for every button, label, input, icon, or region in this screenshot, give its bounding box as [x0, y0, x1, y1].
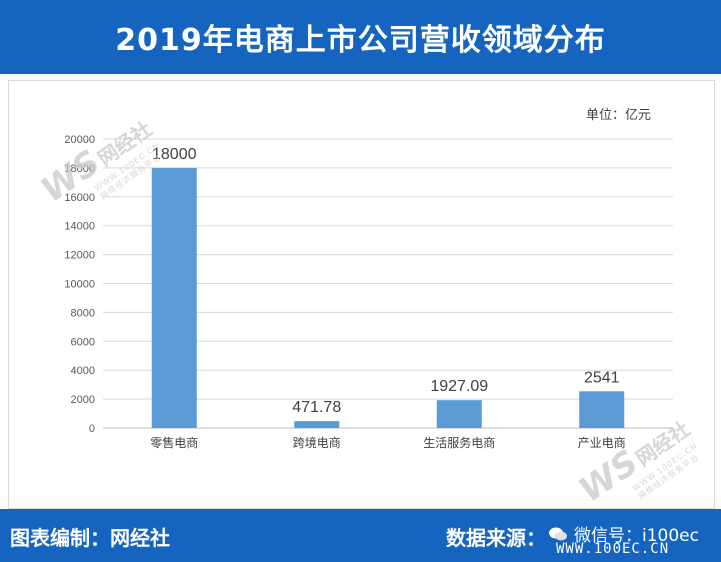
- chart-panel: [8, 80, 715, 509]
- data-label: 2541: [584, 369, 620, 386]
- y-tick-label: 20000: [64, 134, 95, 146]
- footer-bar: 图表编制：网经社 数据来源： 微信号：i100ec WWW.100EC.CN: [0, 509, 721, 562]
- y-tick-label: 12000: [64, 250, 95, 262]
- data-label: 1927.09: [430, 378, 488, 395]
- bar: [436, 400, 482, 428]
- wechat-id-text: 微信号：i100ec: [574, 526, 699, 546]
- x-tick-label: 产业电商: [578, 435, 626, 450]
- x-tick-label: 跨境电商: [293, 435, 341, 450]
- x-axis-ticks: 零售电商 跨境电商 生活服务电商 产业电商: [150, 435, 626, 450]
- y-axis-ticks: 0 2000 4000 6000 8000 10000 12000 14000 16000 180…: [64, 134, 95, 435]
- data-label: 18000: [152, 146, 197, 163]
- chart-title: 2019年电商上市公司营收领域分布: [115, 23, 606, 58]
- y-tick-label: 6000: [71, 336, 95, 348]
- footer-url: WWW.100EC.CN: [556, 541, 670, 557]
- gridlines: [103, 138, 673, 429]
- y-tick-label: 14000: [64, 221, 95, 233]
- wechat-icon: [549, 527, 567, 540]
- footer-credit: 图表编制：网经社: [10, 526, 170, 550]
- data-label: 471.78: [292, 399, 341, 416]
- data-labels: 18000 471.78 1927.09 2541: [152, 146, 620, 416]
- bar: [151, 167, 197, 428]
- unit-label: 单位：亿元: [586, 108, 651, 123]
- y-tick-label: 16000: [64, 192, 95, 204]
- y-tick-label: 18000: [64, 163, 95, 175]
- bar: [579, 391, 625, 428]
- x-tick-label: 生活服务电商: [423, 435, 495, 450]
- wechat-id: 微信号：i100ec: [548, 521, 699, 546]
- bars: [151, 167, 625, 428]
- y-tick-label: 8000: [71, 307, 95, 319]
- footer-source: 数据来源：: [446, 526, 546, 550]
- y-tick-label: 0: [89, 423, 95, 435]
- bar: [294, 421, 340, 428]
- y-tick-label: 10000: [64, 279, 95, 291]
- y-tick-label: 4000: [71, 365, 95, 377]
- title-banner: 2019年电商上市公司营收领域分布: [0, 0, 721, 74]
- y-tick-label: 2000: [71, 394, 95, 406]
- x-tick-label: 零售电商: [150, 435, 198, 450]
